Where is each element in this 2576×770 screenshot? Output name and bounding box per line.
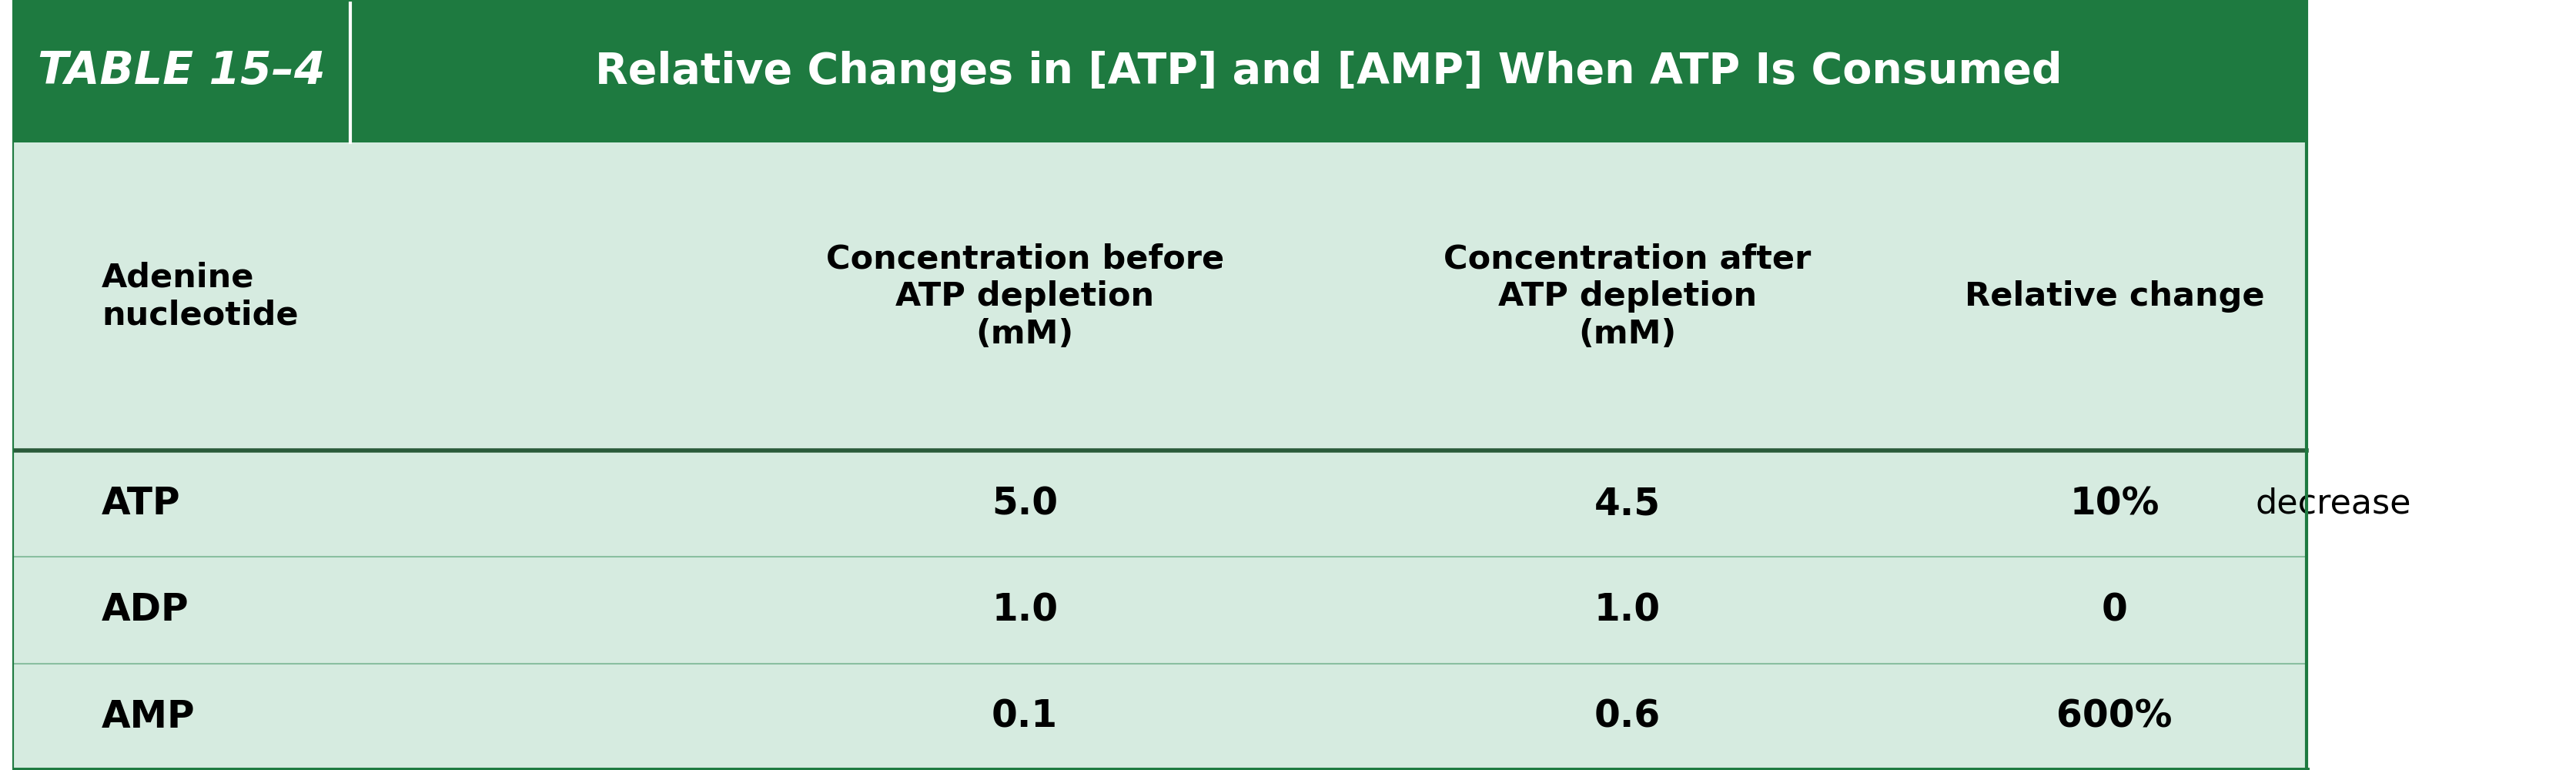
Text: Relative change: Relative change	[1965, 280, 2264, 313]
Text: 1.0: 1.0	[992, 591, 1059, 628]
Text: 1.0: 1.0	[1595, 591, 1662, 628]
Text: decrease: decrease	[2257, 487, 2411, 521]
Text: 0.6: 0.6	[1595, 698, 1662, 735]
Bar	[13, 0, 2306, 770]
Text: Concentration before
ATP depletion
(mM): Concentration before ATP depletion (mM)	[827, 243, 1224, 350]
Text: ATP: ATP	[103, 485, 180, 522]
Text: TABLE 15–4: TABLE 15–4	[39, 49, 325, 93]
Text: 0.1: 0.1	[992, 698, 1059, 735]
Text: 4.5: 4.5	[1595, 485, 1662, 522]
Text: 10%: 10%	[2069, 485, 2159, 522]
Text: Relative Changes in [ATP] and [AMP] When ATP Is Consumed: Relative Changes in [ATP] and [AMP] When…	[595, 51, 2063, 92]
Text: Adenine
nucleotide: Adenine nucleotide	[103, 262, 299, 331]
Text: Concentration after
ATP depletion
(mM): Concentration after ATP depletion (mM)	[1443, 243, 1811, 350]
Text: 0: 0	[2102, 591, 2128, 628]
Text: ADP: ADP	[103, 591, 188, 628]
Text: 5.0: 5.0	[992, 485, 1059, 522]
Text: 600%: 600%	[2056, 698, 2172, 735]
Text: AMP: AMP	[103, 698, 196, 735]
Bar	[13, 142, 2306, 770]
Bar	[13, 0, 2306, 142]
